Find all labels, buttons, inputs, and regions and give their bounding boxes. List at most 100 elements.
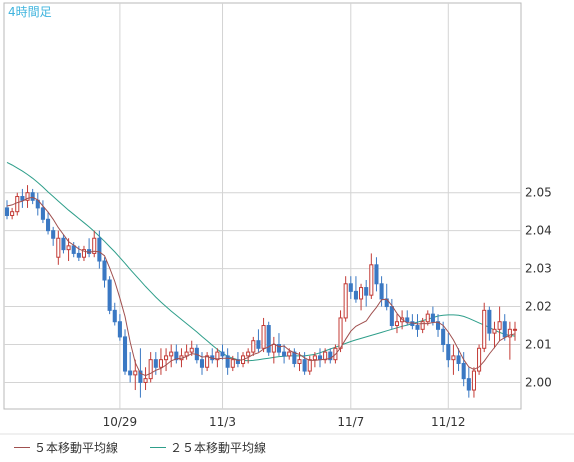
candle-body [199,359,205,368]
x-tick-label: 11/3 [209,415,236,429]
candle-body [369,264,374,296]
candle-body [348,283,353,292]
candle-body [441,328,446,345]
candle-body [282,351,287,357]
candle-body [25,192,30,201]
candle-body [4,207,10,216]
candle-body [343,283,348,319]
candle-body [189,347,194,353]
candle-body [30,192,35,201]
y-tick-label: 2.02 [525,300,552,314]
candle-body [312,355,317,361]
candle-body [492,328,497,334]
candle-body [328,351,333,361]
candle-body [81,249,87,258]
candle-body [107,279,112,311]
candle-body [389,306,394,327]
candle-body [302,359,307,372]
candle-body [97,237,102,262]
candle-body [230,359,235,368]
y-tick-label: 2.00 [525,375,552,389]
candle-body [40,207,45,220]
candle-body [446,343,451,361]
candle-body [512,328,518,331]
candle-body [153,359,158,368]
candle-body [128,370,133,376]
ma25-layer [6,161,516,362]
legend-item-ma5: ５本移動平均線 [14,439,118,456]
candle-body [276,343,281,353]
candle-body [323,351,328,361]
grid-lines [4,3,521,409]
candle-body [415,325,420,330]
candle-body [266,325,271,353]
candle-body [297,359,302,364]
candle-body [477,347,482,372]
x-tick-label: 11/7 [337,415,364,429]
candle-body [87,249,92,254]
candle-body [466,378,471,391]
candle-body [430,313,435,323]
candle-body [287,351,292,357]
candle-body [143,378,148,383]
candle-body [220,351,225,357]
candle-body [420,321,425,330]
chart-title: 4時間足 [8,5,52,19]
candle-body [507,328,512,338]
candle-body [456,355,461,364]
candle-body [56,237,61,258]
candle-body [148,359,153,380]
candle-body [251,340,256,353]
candle-body [51,230,56,239]
legend-swatch-ma5 [14,446,30,448]
candle-body [71,245,76,254]
candle-body [374,264,379,285]
legend-swatch-ma25 [150,446,167,448]
candle-body [292,351,297,364]
candle-body [225,355,230,368]
candle-body [359,287,364,300]
candle-body [184,351,189,357]
candle-body [487,309,492,334]
candle-body [394,321,400,327]
candle-body [102,260,107,281]
candle-body [205,355,210,368]
candle-body [138,370,143,383]
candle-body [164,355,169,361]
candle-body [307,359,312,372]
candle-body [482,309,487,349]
candle-body [425,313,430,323]
y-tick-label: 2.01 [525,337,552,351]
y-tick-label: 2.03 [525,262,552,276]
x-tick-label: 11/12 [431,415,466,429]
candle-body [117,321,122,338]
y-tick-label: 2.05 [525,186,552,200]
candle-body [122,336,128,372]
candle-body [66,245,71,251]
candle-body [61,237,66,251]
x-axis-labels: 10/29 11/3 11/7 11/12 [103,415,466,429]
candle-body [379,283,384,300]
candle-body [246,351,251,357]
candle-body [169,351,174,357]
candle-body [364,287,369,296]
candle-body [235,359,240,364]
candle-body [471,370,476,391]
candle-body [92,237,97,254]
legend-label-ma25: ２５本移動平均線 [170,440,267,455]
ma25-line [6,161,516,362]
candle-body [461,362,466,380]
ma5-layer [6,196,516,377]
candle-body [15,196,20,213]
candle-body [215,351,220,361]
candle-body [497,321,502,330]
candle-body [256,340,261,349]
candle-body [112,309,117,323]
candle-body [405,317,410,323]
candle-body [133,370,138,376]
y-axis-labels: 2.00 2.01 2.02 2.03 2.04 2.05 [525,186,552,390]
candle-body [46,218,51,232]
ma5-line [6,196,516,377]
candle-body [76,252,81,258]
